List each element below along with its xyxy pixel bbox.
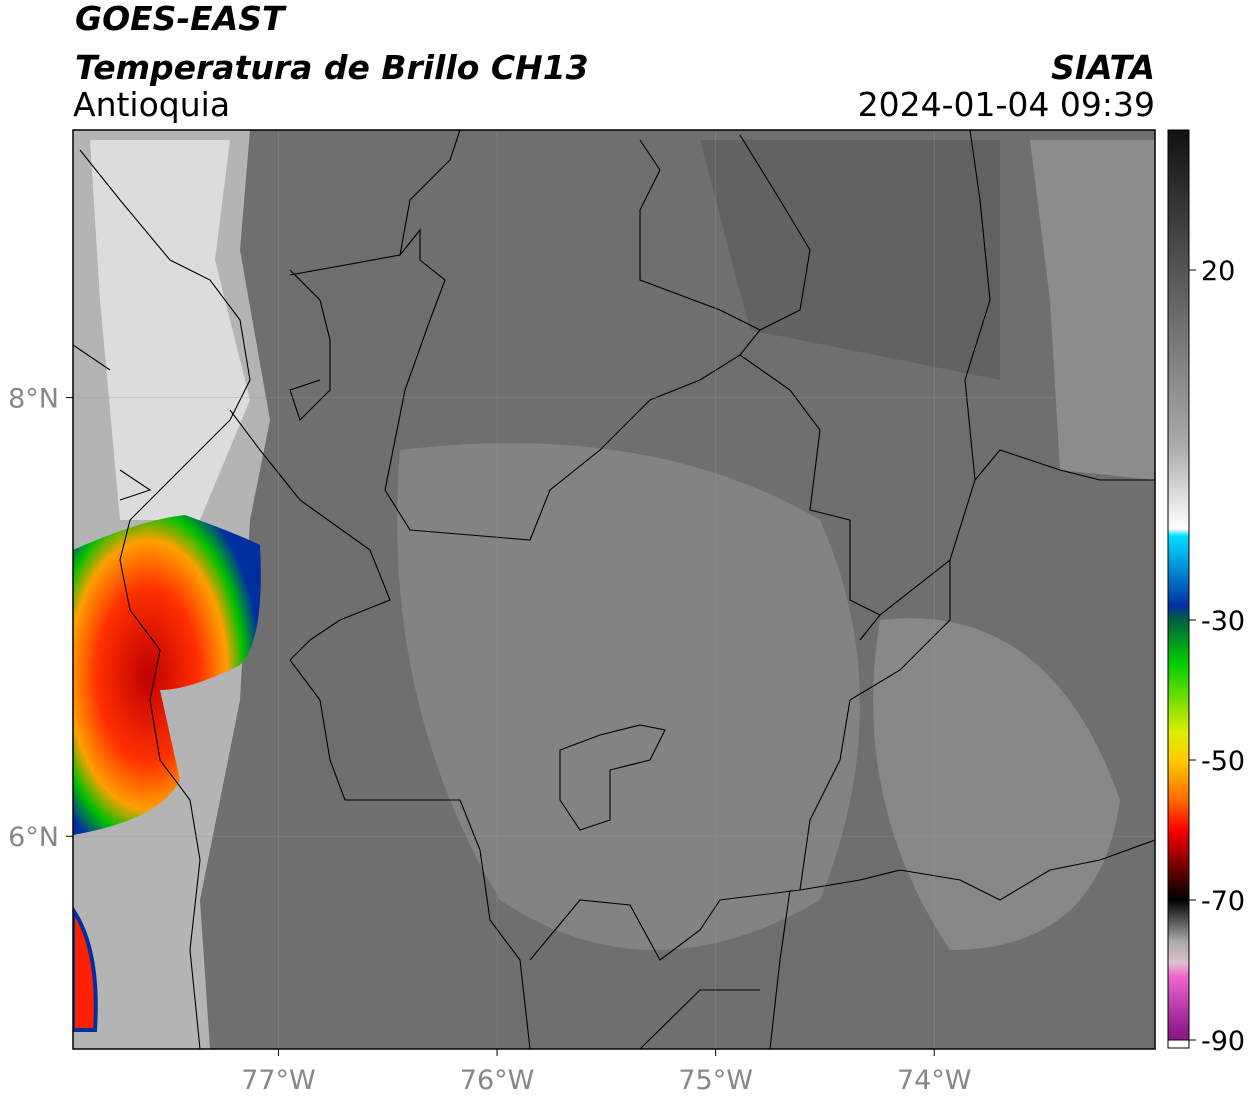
agency-label: SIATA xyxy=(1051,48,1155,87)
colorbar xyxy=(1168,130,1189,1040)
datetime-label: 2024-01-04 09:39 xyxy=(858,85,1155,124)
map-frame xyxy=(72,129,1156,1050)
y-tick-label: 8°N xyxy=(8,384,59,415)
x-tick-label: 76°W xyxy=(460,1065,535,1096)
map-image xyxy=(73,130,1155,1049)
x-tick-label: 75°W xyxy=(678,1065,753,1096)
region-label: Antioquia xyxy=(73,85,230,124)
colorbar-tick-label: -50 xyxy=(1201,746,1245,777)
x-tick-label: 74°W xyxy=(897,1065,972,1096)
colorbar-tick-label: -70 xyxy=(1201,886,1245,917)
colorbar-tick-label: -90 xyxy=(1201,1026,1245,1057)
x-tick-label: 77°W xyxy=(241,1065,316,1096)
grid xyxy=(73,130,1155,1049)
y-tick-label: 6°N xyxy=(8,822,59,853)
colorbar-tick-label: 20 xyxy=(1201,256,1235,287)
product-title: Temperatura de Brillo CH13 xyxy=(75,48,589,87)
colorbar-frame xyxy=(1167,129,1190,1049)
satellite-title: GOES-EAST xyxy=(75,0,287,38)
colorbar-extension xyxy=(1167,1039,1190,1049)
colorbar-tick-label: -30 xyxy=(1201,606,1245,637)
